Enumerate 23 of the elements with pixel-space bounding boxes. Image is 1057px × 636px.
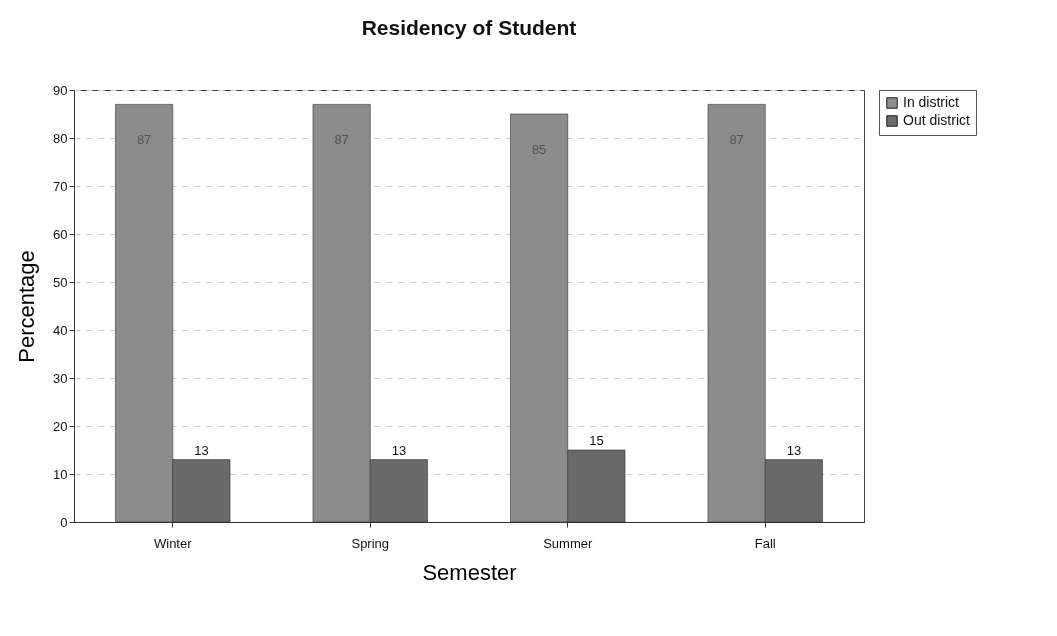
y-axis-title: Percentage	[14, 250, 40, 363]
chart-title: Residency of Student	[361, 16, 577, 39]
y-tick-label: 10	[53, 466, 68, 482]
y-tick-label: 30	[53, 370, 68, 386]
y-tick-label: 70	[53, 178, 68, 194]
legend-label: Out district	[903, 112, 971, 128]
x-tick-label: Winter	[153, 535, 193, 551]
data-label: 15	[589, 433, 604, 448]
y-tick-label: 50	[53, 274, 68, 290]
x-tick-label: Spring	[351, 535, 390, 551]
y-tick-label: 40	[53, 322, 68, 338]
x-tick-label: Fall	[754, 535, 776, 551]
data-label: 13	[391, 442, 407, 458]
y-tick-label: 60	[53, 226, 68, 242]
y-tick-label: 0	[60, 514, 68, 530]
data-label: 13	[786, 442, 802, 458]
legend-label: In district	[903, 94, 960, 110]
data-label: 13	[194, 442, 209, 458]
x-axis-title: Semester	[422, 559, 517, 585]
y-tick-label: 20	[53, 418, 68, 434]
x-tick-label: Summer	[543, 535, 593, 551]
y-tick-label: 90	[53, 82, 68, 98]
y-tick-label: 80	[53, 130, 68, 146]
